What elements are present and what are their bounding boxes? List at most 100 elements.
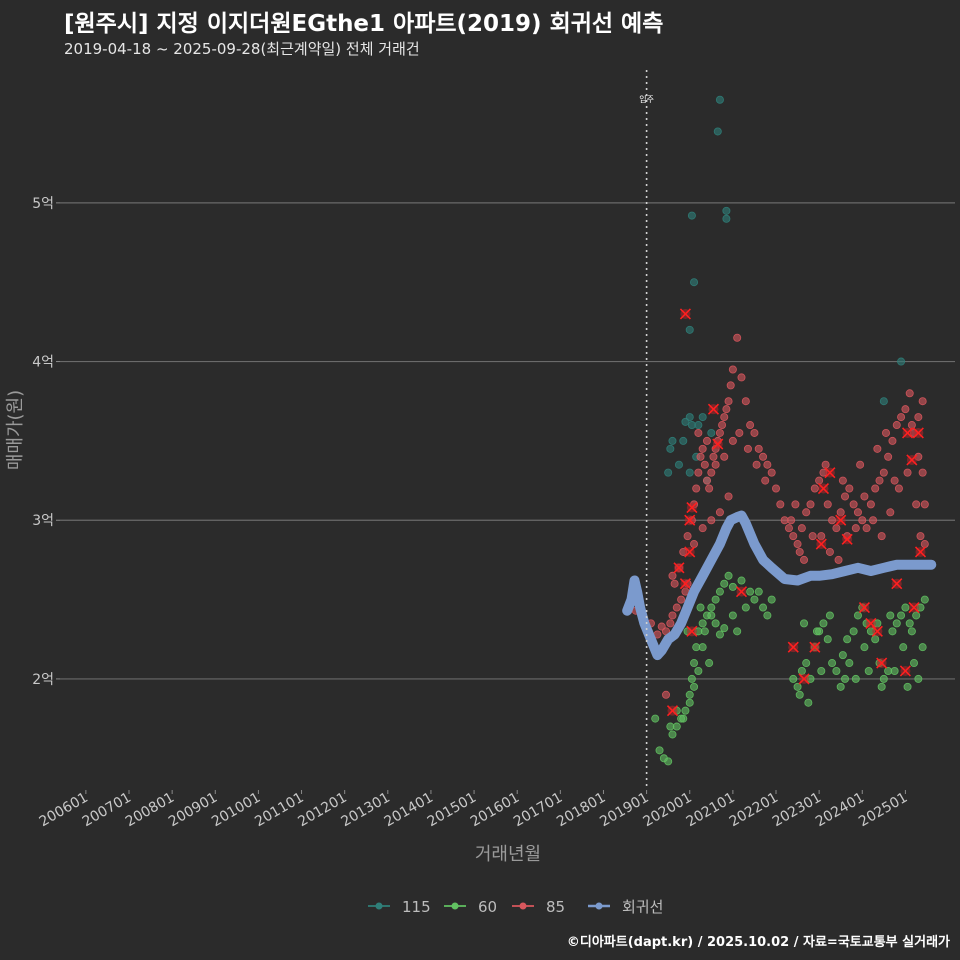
highlight-x-marker (686, 625, 698, 637)
highlight-x-marker (901, 427, 914, 439)
point-60 (897, 611, 906, 620)
x-tick-label: 201501 (425, 790, 479, 831)
point-85 (728, 436, 737, 445)
point-85 (702, 476, 711, 485)
point-60 (845, 659, 854, 668)
legend: 115 60 85 회귀선 (368, 898, 663, 916)
point-85 (763, 460, 772, 469)
grid-lines (60, 202, 955, 680)
point-60 (700, 627, 709, 636)
point-60 (655, 746, 664, 755)
point-85 (793, 540, 802, 549)
point-85 (838, 476, 847, 485)
highlight-x-marker (899, 665, 911, 677)
regression-line-group (622, 510, 937, 661)
point-60 (907, 627, 916, 636)
chart-title: [원주시] 지정 이지더원EGthe1 아파트(2019) 회귀선 예측 (64, 11, 664, 37)
point-85 (694, 428, 703, 437)
point-60 (666, 722, 675, 731)
point-85 (750, 428, 759, 437)
point-85 (677, 595, 686, 604)
point-85 (892, 421, 901, 430)
point-60 (877, 682, 886, 691)
y-tick-label: 3억 (32, 513, 54, 529)
point-60 (841, 674, 850, 683)
point-115 (713, 127, 722, 136)
point-60 (705, 659, 714, 668)
point-85 (668, 611, 677, 620)
point-85 (707, 516, 716, 525)
point-85 (776, 500, 785, 509)
point-60 (836, 682, 845, 691)
highlight-x-marker (798, 673, 810, 685)
point-60 (746, 587, 755, 596)
point-85 (806, 500, 815, 509)
x-tick-label: 201801 (554, 790, 608, 831)
point-60 (694, 666, 703, 675)
point-60 (767, 595, 776, 604)
point-60 (800, 619, 809, 628)
point-85 (711, 460, 720, 469)
point-60 (690, 682, 699, 691)
point-85 (916, 532, 925, 541)
point-60 (849, 627, 858, 636)
point-60 (668, 730, 677, 739)
highlight-x-marker (876, 657, 888, 669)
x-tick-label: 201201 (295, 790, 349, 831)
point-85 (918, 468, 927, 477)
highlight-x-marker (679, 308, 691, 320)
point-60 (871, 635, 880, 644)
point-85 (808, 532, 817, 541)
point-60 (687, 674, 696, 683)
point-85 (715, 508, 724, 517)
point-60 (696, 603, 705, 612)
x-tick-label: 201901 (597, 790, 651, 831)
point-85 (841, 492, 850, 501)
x-tick-label: 200701 (80, 790, 134, 831)
point-115 (681, 417, 690, 426)
point-60 (879, 674, 888, 683)
point-85 (700, 460, 709, 469)
point-85 (772, 484, 781, 493)
highlight-markers (666, 308, 927, 717)
point-115 (666, 444, 675, 453)
point-85 (879, 468, 888, 477)
x-tick-label: 200901 (166, 790, 220, 831)
point-85 (802, 508, 811, 517)
x-tick-label: 202301 (770, 790, 824, 831)
point-60 (741, 603, 750, 612)
point-85 (869, 516, 878, 525)
point-60 (890, 666, 899, 675)
point-85 (866, 500, 875, 509)
x-tick-label: 202101 (684, 790, 738, 831)
point-85 (694, 468, 703, 477)
point-60 (797, 666, 806, 675)
point-60 (737, 576, 746, 585)
y-axis-label: 매매가(원) (5, 390, 26, 470)
highlight-x-marker (865, 617, 877, 629)
point-85 (724, 397, 733, 406)
point-85 (670, 579, 679, 588)
x-tick-label: 202401 (813, 790, 867, 831)
point-60 (711, 595, 720, 604)
regression-line (622, 510, 937, 661)
point-60 (715, 587, 724, 596)
point-85 (787, 516, 796, 525)
point-85 (735, 428, 744, 437)
point-85 (890, 476, 899, 485)
point-85 (672, 603, 681, 612)
point-60 (905, 619, 914, 628)
point-115 (685, 468, 694, 477)
legend-swatch-dot (451, 902, 459, 910)
point-60 (707, 611, 716, 620)
point-60 (853, 611, 862, 620)
point-60 (804, 698, 813, 707)
highlight-x-marker (735, 586, 748, 598)
point-85 (705, 484, 714, 493)
point-60 (733, 627, 742, 636)
x-tick-label: 200801 (123, 790, 177, 831)
point-115 (897, 357, 906, 366)
point-85 (810, 484, 819, 493)
legend-label: 회귀선 (622, 898, 663, 916)
point-85 (702, 436, 711, 445)
